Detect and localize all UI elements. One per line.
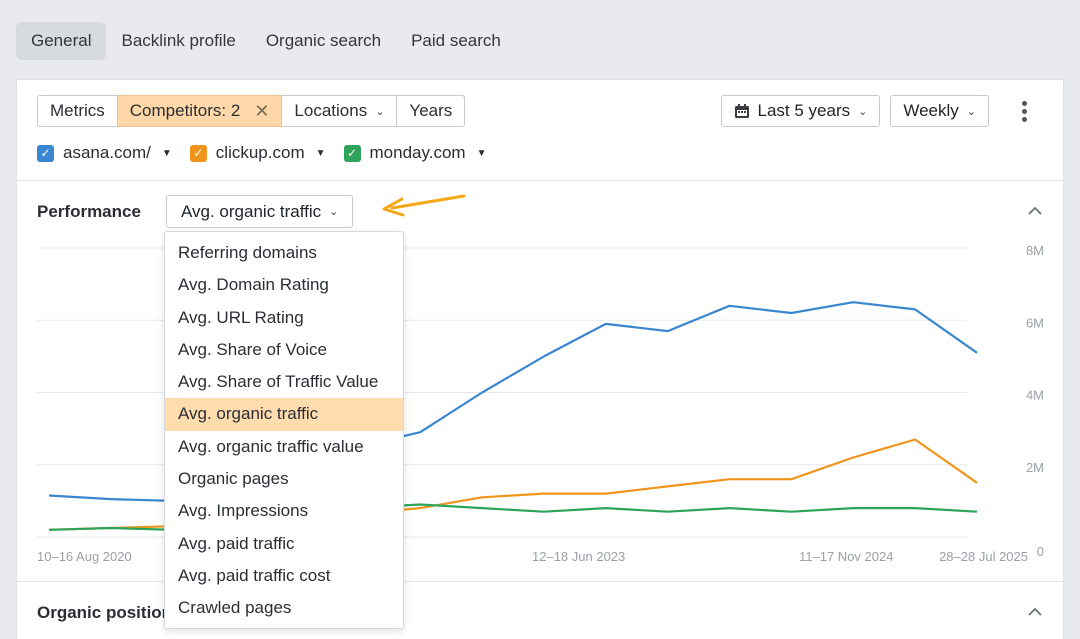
x-tick-label: 10–16 Aug 2020 <box>37 549 132 564</box>
interval-label: Weekly <box>903 101 959 120</box>
y-tick-label: 4M <box>1026 388 1044 403</box>
competitors-filter[interactable]: Competitors: 2 ✕ <box>117 95 283 127</box>
divider <box>17 581 1063 582</box>
metrics-filter-label: Metrics <box>50 101 105 120</box>
tab-backlink-profile[interactable]: Backlink profile <box>121 31 236 50</box>
dropdown-item[interactable]: Organic pages <box>178 469 289 489</box>
annotation-arrow-icon <box>382 194 466 217</box>
y-tick-label: 2M <box>1026 460 1044 475</box>
y-tick-label: 8M <box>1026 243 1044 258</box>
chart-controls: Last 5 years ⌄ Weekly ⌄ <box>720 95 989 127</box>
x-tick-label: 28–28 Jul 2025 <box>939 549 1028 564</box>
years-filter[interactable]: Years <box>397 95 466 127</box>
dropdown-item[interactable]: Avg. paid traffic cost <box>178 565 331 585</box>
x-tick-label: 11–17 Nov 2024 <box>799 549 893 564</box>
chevron-down-icon: ⌄ <box>858 106 868 118</box>
filter-bar: Metrics Competitors: 2 ✕ Locations ⌄ Yea… <box>37 95 466 127</box>
legend-item-monday[interactable]: ✓ monday.com ▼ <box>343 143 487 163</box>
tab-organic-search[interactable]: Organic search <box>265 31 382 50</box>
performance-label: Performance <box>37 202 141 221</box>
dropdown-item[interactable]: Crawled pages <box>178 598 292 618</box>
legend-item-asana[interactable]: ✓ asana.com/ ▼ <box>37 143 172 163</box>
y-tick-label: 0 <box>1037 544 1044 559</box>
metric-select[interactable]: Avg. organic traffic ⌄ <box>166 195 354 228</box>
x-tick-label: 12–18 Jun 2023 <box>532 549 625 564</box>
dropdown-item[interactable]: Referring domains <box>178 243 317 262</box>
caret-down-icon[interactable]: ▼ <box>315 147 326 159</box>
organic-positions-label: Organic positions <box>37 603 182 622</box>
dropdown-item[interactable]: Avg. Share of Traffic Value <box>178 372 379 392</box>
legend-label: clickup.com <box>215 143 305 162</box>
chevron-down-icon: ⌄ <box>329 206 339 218</box>
locations-filter[interactable]: Locations ⌄ <box>282 95 398 127</box>
legend-label: monday.com <box>369 143 466 162</box>
metric-select-value: Avg. organic traffic <box>181 202 322 221</box>
metrics-filter[interactable]: Metrics <box>37 95 118 127</box>
chevron-up-icon[interactable] <box>1027 604 1043 620</box>
competitors-filter-label: Competitors: 2 <box>129 101 241 120</box>
dropdown-item[interactable]: Avg. Share of Voice <box>178 339 328 359</box>
checkbox-checked-icon[interactable]: ✓ <box>37 144 54 162</box>
site-legend: ✓ asana.com/ ▼ ✓ clickup.com ▼ ✓ monday.… <box>37 143 486 163</box>
y-tick-label: 6M <box>1026 315 1044 330</box>
chevron-down-icon: ⌄ <box>966 106 976 118</box>
caret-down-icon[interactable]: ▼ <box>161 147 172 159</box>
legend-label: asana.com/ <box>63 143 151 162</box>
chevron-down-icon: ⌄ <box>375 106 385 118</box>
calendar-icon <box>734 104 749 118</box>
chevron-up-icon[interactable] <box>1027 203 1043 219</box>
dropdown-item[interactable]: Avg. Impressions <box>178 501 309 521</box>
dropdown-item[interactable]: Avg. Domain Rating <box>178 275 329 295</box>
top-tabs: General Backlink profile Organic search … <box>16 22 516 60</box>
legend-item-clickup[interactable]: ✓ clickup.com ▼ <box>189 143 326 163</box>
divider <box>17 180 1063 181</box>
checkbox-checked-icon[interactable]: ✓ <box>189 144 207 162</box>
checkbox-checked-icon[interactable]: ✓ <box>343 144 361 162</box>
tab-general[interactable]: General <box>16 22 107 60</box>
dropdown-item[interactable]: Avg. URL Rating <box>178 307 304 327</box>
dropdown-item[interactable]: Avg. organic traffic <box>165 398 403 431</box>
more-options-icon[interactable] <box>1021 101 1027 122</box>
date-range-label: Last 5 years <box>757 101 851 120</box>
years-filter-label: Years <box>409 101 453 120</box>
metric-dropdown-menu: Referring domains Avg. Domain Rating Avg. … <box>164 231 404 629</box>
dropdown-item[interactable]: Avg. organic traffic value <box>178 436 364 456</box>
close-icon[interactable]: ✕ <box>254 101 270 121</box>
dropdown-item[interactable]: Avg. paid traffic <box>178 533 295 553</box>
caret-down-icon[interactable]: ▼ <box>476 147 487 159</box>
tab-paid-search[interactable]: Paid search <box>411 31 501 50</box>
interval-button[interactable]: Weekly ⌄ <box>890 95 989 127</box>
locations-filter-label: Locations <box>294 101 368 120</box>
date-range-button[interactable]: Last 5 years ⌄ <box>720 95 881 127</box>
